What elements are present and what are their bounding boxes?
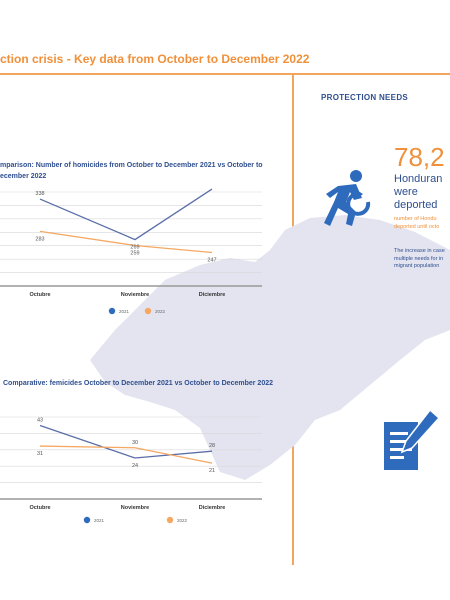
- deported-person-icon: [324, 170, 371, 226]
- page-title: ction crisis - Key data from October to …: [0, 52, 310, 66]
- chart1-legend-dot-2021: [108, 307, 116, 315]
- chart1-data-label: 259: [130, 250, 139, 256]
- chart2-grid: [0, 416, 262, 500]
- chart1-data-label: 283: [35, 236, 44, 242]
- chart2-legend-label: 2022: [177, 518, 188, 523]
- honduras-map-silhouette: [90, 215, 450, 480]
- chart2-x-tick: Noviembre: [121, 505, 149, 511]
- chart1-lines: [39, 188, 213, 254]
- chart2-line-2021: [39, 424, 213, 459]
- chart1-data-label: 338: [35, 191, 44, 197]
- chart1-labels: 338 269 355 283 259 247: [35, 185, 216, 264]
- chart2-legend-dot-2022: [166, 516, 174, 524]
- chart1-svg: 338 269 355 283 259 247 Octubre Noviembre Dicie…: [0, 185, 262, 315]
- chart2-data-label: 43: [37, 418, 43, 424]
- chart1-x-tick: Octubre: [29, 292, 50, 298]
- chart2-x-tick: Octubre: [29, 505, 50, 511]
- chart1-title: mparison: Number of homicides from Octob…: [0, 162, 263, 180]
- chart1-legend-dot-2022: [144, 307, 152, 315]
- chart2-legend-dot-2021: [83, 516, 91, 524]
- chart1-data-label: 269: [130, 245, 139, 251]
- chart2-xticks: Octubre Noviembre Diciembre: [29, 505, 225, 511]
- title-divider: [0, 73, 450, 75]
- chart1-data-label: 355: [207, 185, 216, 187]
- increase-note: The increase in case multiple needs for …: [394, 248, 445, 269]
- chart1-legend-label: 2022: [155, 309, 166, 314]
- chart1-legend: 2021 2022: [108, 307, 166, 315]
- chart2-x-tick: Diciembre: [199, 505, 226, 511]
- chart2-legend: 2021 2022: [83, 516, 188, 524]
- chart2-data-label: 30: [132, 440, 138, 446]
- chart2-legend-label: 2021: [94, 518, 105, 523]
- chart1-line-2021: [39, 188, 213, 241]
- chart2-line-2022: [39, 445, 213, 464]
- deported-note: number of Hondu deported until octo: [394, 216, 440, 230]
- deported-count: 78,2: [394, 142, 445, 172]
- chart2-svg: 43 24 28 31 30 21 Octubre Noviembre Diciembre 2…: [0, 416, 262, 524]
- chart2-lines: [39, 424, 213, 464]
- chart2-data-label: 31: [37, 451, 43, 457]
- chart2-data-label: 21: [209, 468, 215, 474]
- chart1-line-2022: [39, 230, 213, 254]
- protection-needs-heading: PROTECTION NEEDS: [321, 93, 409, 102]
- chart2-data-label: 24: [132, 463, 138, 469]
- chart1-xticks: Octubre Noviembre Diciembre: [29, 292, 225, 298]
- document-pen-icon: [384, 408, 441, 470]
- chart1-data-label: 247: [207, 258, 216, 264]
- chart1-x-tick: Diciembre: [199, 292, 226, 298]
- chart1-legend-label: 2021: [119, 309, 130, 314]
- chart2-labels: 43 24 28 31 30 21: [37, 418, 215, 475]
- chart2-data-label: 28: [209, 443, 215, 449]
- chart2-title: Comparative: femicides October to Decemb…: [3, 380, 273, 387]
- chart1-x-tick: Noviembre: [121, 292, 149, 298]
- deported-label: Honduran were deported: [394, 173, 443, 211]
